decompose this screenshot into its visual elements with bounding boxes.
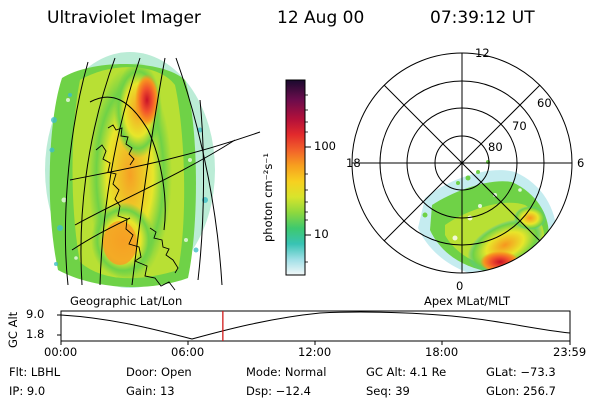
altitude-xtick-1200: 12:00 xyxy=(298,345,332,359)
info-mode: Mode: Normal xyxy=(246,365,327,379)
coastline xyxy=(95,124,179,291)
info-gc-alt: GC Alt: 4.1 Re xyxy=(366,365,447,379)
mlt-label-18: 18 xyxy=(346,156,361,170)
altitude-curve xyxy=(60,311,571,340)
altitude-xtick-2359: 23:59 xyxy=(553,345,587,359)
polar-grid xyxy=(351,52,573,274)
date-label: 12 Aug 00 xyxy=(277,8,365,28)
time-label: 07:39:12 UT xyxy=(430,8,535,28)
altitude-xtick-0000: 00:00 xyxy=(44,345,78,359)
colorbar-label-100: 100 xyxy=(314,139,336,153)
lat-label-70: 70 xyxy=(512,119,527,133)
instrument-title: Ultraviolet Imager xyxy=(47,8,201,28)
colorbar-label-10: 10 xyxy=(314,227,329,241)
altitude-xtick-1800: 18:00 xyxy=(425,345,459,359)
altitude-ytick-9: 9.0 xyxy=(26,307,45,321)
altitude-ytick-1.8: 1.8 xyxy=(26,327,45,341)
geographic-grid xyxy=(65,57,261,286)
lat-label-80: 80 xyxy=(488,140,503,154)
altitude-y-ticks xyxy=(57,314,61,336)
geographic-caption: Geographic Lat/Lon xyxy=(70,294,183,308)
info-ip: IP: 9.0 xyxy=(9,384,46,398)
info-seq: Seq: 39 xyxy=(366,384,410,398)
info-glat: GLat: −73.3 xyxy=(486,365,556,379)
lat-label-60: 60 xyxy=(537,96,552,110)
polar-image xyxy=(418,160,557,273)
colorbar-minor-ticks xyxy=(305,94,308,263)
mlt-label-12: 12 xyxy=(475,46,490,60)
geographic-image xyxy=(45,52,215,288)
colorbar xyxy=(285,79,306,276)
info-gain: Gain: 13 xyxy=(126,384,175,398)
colorbar-unit: photon cm⁻²s⁻¹ xyxy=(261,153,275,242)
altitude-ylabel: GC Alt xyxy=(6,311,20,348)
mlt-label-0: 0 xyxy=(456,279,464,293)
altitude-xtick-0600: 06:00 xyxy=(171,345,205,359)
altitude-x-ticks xyxy=(60,341,571,345)
apex-caption: Apex MLat/MLT xyxy=(424,294,511,308)
mlt-label-6: 6 xyxy=(577,156,585,170)
info-filter: Flt: LBHL xyxy=(9,365,61,379)
info-dsp: Dsp: −12.4 xyxy=(246,384,311,398)
info-door: Door: Open xyxy=(126,365,192,379)
info-glon: GLon: 256.7 xyxy=(486,384,556,398)
